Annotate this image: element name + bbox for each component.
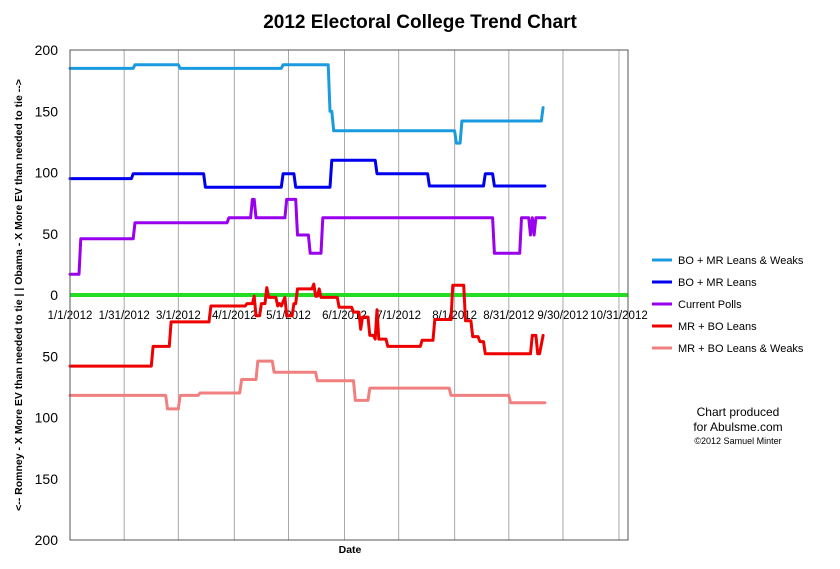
y-tick-label: 150 [35, 103, 59, 119]
series-line [68, 158, 547, 189]
x-tick-label: 9/30/2012 [537, 310, 588, 322]
y-tick-label: 200 [35, 42, 59, 58]
legend: BO + MR Leans & Weaks BO + MR Leans Curren… [652, 255, 804, 355]
series-line [68, 359, 547, 411]
x-tick-labels: 1/1/2012 1/31/2012 3/1/2012 4/1/2012 5/1/201… [48, 310, 648, 322]
series-lines [68, 63, 547, 411]
x-tick-label: 4/1/2012 [212, 310, 257, 322]
credit-line-2: for Abulsme.com [693, 420, 782, 434]
x-tick-label: 1/31/2012 [99, 310, 150, 322]
x-tick-label: 7/1/2012 [376, 310, 421, 322]
y-tick-label: 150 [35, 471, 59, 487]
legend-label: BO + MR Leans [678, 277, 757, 289]
y-tick-label: 200 [35, 532, 59, 548]
y-tick-label: 50 [42, 348, 58, 364]
y-tick-label: 100 [35, 410, 59, 426]
y-tick-labels: 200 150 100 50 0 50 100 150 200 [35, 42, 59, 548]
x-tick-label: 8/31/2012 [483, 310, 534, 322]
credit-line-3: ©2012 Samuel Minter [694, 436, 781, 446]
y-tick-label: 50 [42, 226, 58, 242]
x-axis-label: Date [339, 544, 362, 556]
x-tick-label: 10/31/2012 [590, 310, 648, 322]
chart-title: 2012 Electoral College Trend Chart [263, 12, 577, 33]
legend-label: MR + BO Leans [678, 321, 757, 333]
series-line [68, 63, 545, 145]
legend-label: BO + MR Leans & Weaks [678, 255, 804, 267]
series-line [68, 282, 545, 368]
legend-label: Current Polls [678, 299, 742, 311]
y-tick-label: 0 [50, 287, 58, 303]
credit-line-1: Chart produced [697, 405, 780, 419]
y-axis-label: <-- Romney - X More EV than needed to ti… [13, 79, 25, 511]
series-line [68, 197, 547, 276]
y-tick-label: 100 [35, 165, 59, 181]
plot-area-border [69, 49, 629, 541]
legend-label: MR + BO Leans & Weaks [678, 343, 804, 355]
x-tick-label: 3/1/2012 [156, 310, 201, 322]
